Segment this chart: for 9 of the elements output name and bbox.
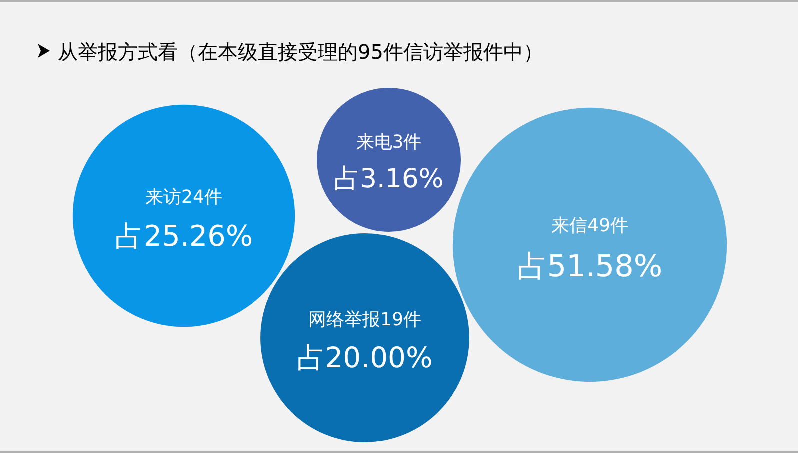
category-label: 来访24件 — [146, 187, 222, 208]
category-label: 来信49件 — [552, 215, 628, 236]
data-label: 占25.26% — [114, 219, 254, 254]
category-label: 来电3件 — [356, 132, 422, 154]
data-label: 占51.58% — [517, 250, 663, 285]
data-label: 占3.16% — [334, 164, 444, 195]
category-label: 网络举报19件 — [308, 309, 422, 330]
data-label: 占20.00% — [297, 342, 433, 375]
text: 从举报方式看（在本级直接受理的95件信访举报件中） — [58, 40, 544, 64]
